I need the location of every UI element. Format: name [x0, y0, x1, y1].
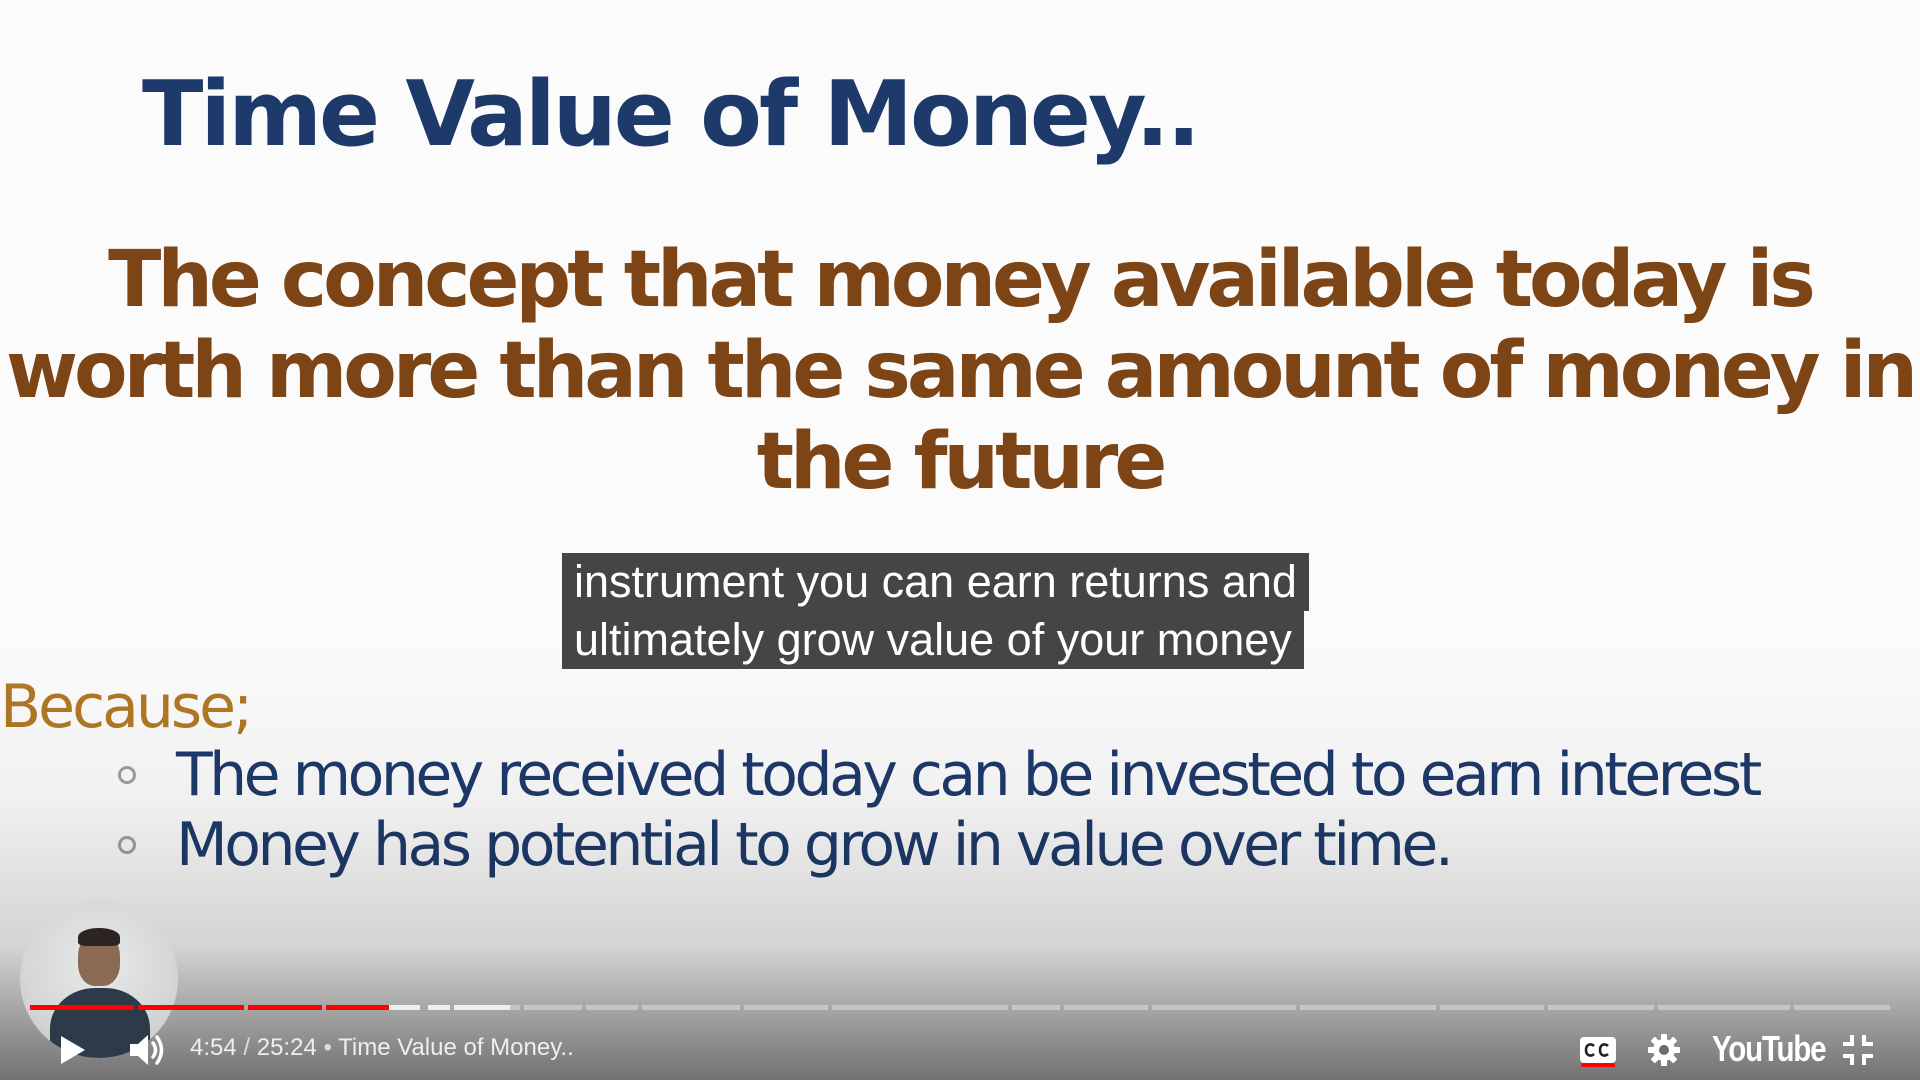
- duration: 25:24: [256, 1034, 317, 1061]
- chapter-segment[interactable]: [1064, 1005, 1148, 1010]
- volume-icon: [130, 1035, 164, 1065]
- played-segment: [326, 1005, 389, 1010]
- played-segment: [138, 1005, 244, 1010]
- slide-title: Time Value of Money..: [142, 62, 1201, 167]
- bullet-text: The money received today can be invested…: [176, 740, 1762, 810]
- mute-button[interactable]: [126, 1028, 170, 1072]
- chapter-segment[interactable]: [1548, 1005, 1654, 1010]
- buffered-segment: [428, 1005, 450, 1010]
- chapter-segment[interactable]: [642, 1005, 740, 1010]
- time-separator: /: [236, 1034, 257, 1061]
- chapter-segment[interactable]: [1658, 1005, 1790, 1010]
- chapter-title[interactable]: Time Value of Money..: [338, 1034, 574, 1061]
- caption-line: ultimately grow value of your money: [562, 611, 1304, 669]
- slide-definition: The concept that money available today i…: [0, 235, 1920, 508]
- youtube-logo[interactable]: YouTube: [1712, 1028, 1827, 1069]
- caption-line: instrument you can earn returns and: [562, 553, 1309, 611]
- definition-line: worth more than the same amount of money…: [5, 326, 1918, 416]
- settings-button[interactable]: [1640, 1026, 1688, 1074]
- chapter-segment[interactable]: [586, 1005, 638, 1010]
- chapter-segment[interactable]: [1794, 1005, 1890, 1010]
- caption-window[interactable]: instrument you can earn returns and ulti…: [562, 553, 1309, 669]
- play-button[interactable]: [50, 1028, 94, 1072]
- chapter-segment[interactable]: [1152, 1005, 1296, 1010]
- chapter-segment[interactable]: [1300, 1005, 1436, 1010]
- play-icon: [61, 1036, 85, 1064]
- chapter-segment[interactable]: [744, 1005, 828, 1010]
- chapter-segment[interactable]: [524, 1005, 582, 1010]
- bullet-circle-icon: [118, 766, 136, 784]
- played-segment: [30, 1005, 134, 1010]
- chapter-segment[interactable]: [1012, 1005, 1060, 1010]
- subtitles-button[interactable]: [1574, 1028, 1622, 1072]
- exit-fullscreen-button[interactable]: [1836, 1028, 1880, 1072]
- because-label: Because;: [0, 672, 253, 742]
- progress-bar[interactable]: [30, 1005, 1890, 1010]
- bullet-text: Money has potential to grow in value ove…: [176, 810, 1454, 880]
- player-controls: 4:54 / 25:24 • Time Value of Money..: [0, 1020, 1920, 1076]
- presenter-hair: [78, 928, 120, 946]
- gear-icon: [1648, 1034, 1680, 1066]
- chapter-segment[interactable]: [832, 1005, 1008, 1010]
- title-separator: •: [316, 1034, 339, 1061]
- definition-line: The concept that money available today i…: [108, 235, 1816, 325]
- captions-active-indicator: [1581, 1063, 1615, 1067]
- definition-line: the future: [756, 417, 1168, 507]
- time-display: 4:54 / 25:24 • Time Value of Money..: [190, 1034, 574, 1062]
- captions-icon: [1580, 1037, 1616, 1063]
- buffered-segment: [454, 1005, 510, 1010]
- bullet-circle-icon: [118, 836, 136, 854]
- current-time: 4:54: [190, 1034, 237, 1061]
- exit-fullscreen-icon: [1843, 1035, 1873, 1065]
- chapter-segment[interactable]: [1440, 1005, 1544, 1010]
- played-segment: [248, 1005, 322, 1010]
